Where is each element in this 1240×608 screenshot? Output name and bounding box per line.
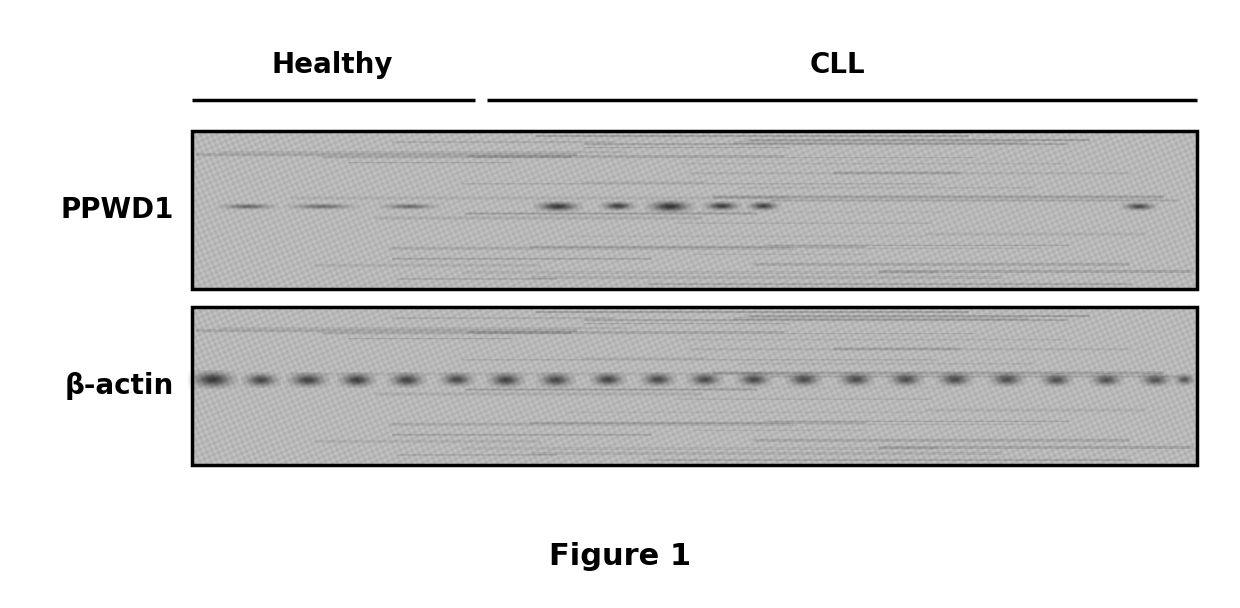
Text: PPWD1: PPWD1 — [61, 196, 174, 224]
Bar — [192, 307, 1197, 465]
Text: β-actin: β-actin — [64, 372, 174, 400]
Text: Figure 1: Figure 1 — [549, 542, 691, 571]
Text: Healthy: Healthy — [272, 51, 393, 79]
Text: CLL: CLL — [810, 51, 864, 79]
Bar — [192, 131, 1197, 289]
